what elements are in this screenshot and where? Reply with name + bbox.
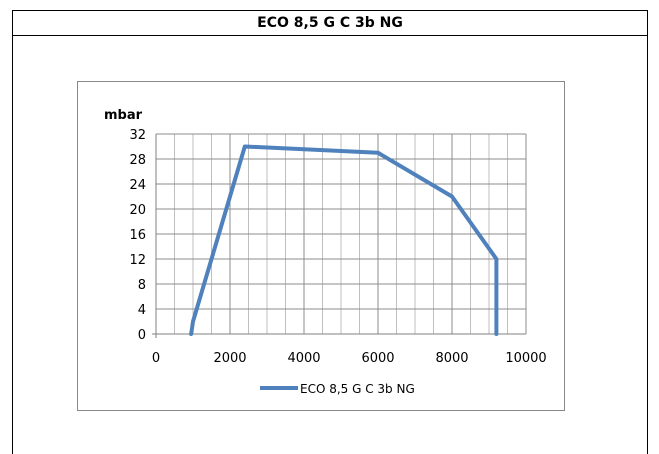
- y-tick-label: 12: [129, 253, 146, 268]
- legend-label: ECO 8,5 G C 3b NG: [300, 382, 415, 396]
- x-tick-label: 8000: [435, 351, 468, 366]
- y-tick-label: 8: [138, 278, 146, 293]
- y-axis-label: mbar: [104, 108, 143, 123]
- x-tick-label: 6000: [361, 351, 394, 366]
- y-tick-label: 28: [129, 153, 146, 168]
- x-tick-label: 2000: [213, 351, 246, 366]
- y-tick-label: 20: [129, 203, 146, 218]
- chart-area[interactable]: 0 4 8 12 16 20 24 28 32 0 2000 4000 6000 8000 10000 mba…: [77, 81, 565, 411]
- x-tick-label: 4000: [287, 351, 320, 366]
- x-tick-label: 10000: [505, 351, 546, 366]
- chart-frame: [12, 36, 648, 454]
- sheet-title: ECO 8,5 G C 3b NG: [12, 10, 648, 36]
- y-tick-label: 4: [138, 303, 146, 318]
- y-tick-label: 32: [129, 128, 146, 143]
- series-line: [189, 144, 499, 336]
- y-tick-label: 24: [129, 178, 146, 193]
- line-chart: 0 4 8 12 16 20 24 28 32 0 2000 4000 6000 8000 10000 mba…: [104, 108, 547, 396]
- y-tick-label: 0: [138, 328, 146, 343]
- x-tick-label: 0: [152, 351, 160, 366]
- y-tick-label: 16: [129, 228, 146, 243]
